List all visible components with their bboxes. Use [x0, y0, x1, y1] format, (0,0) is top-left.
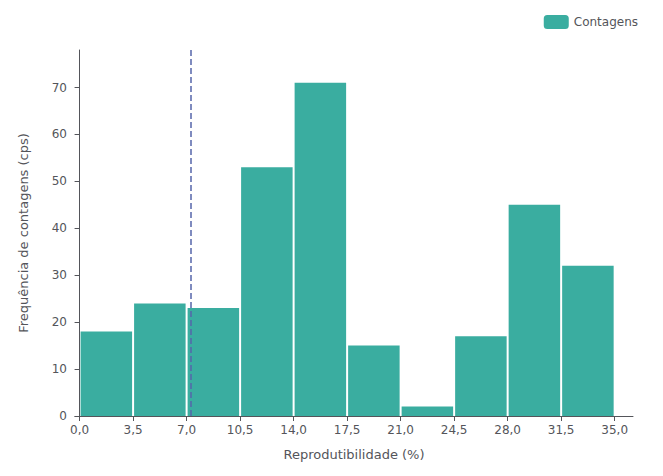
svg-text:Contagens: Contagens [574, 15, 638, 29]
svg-text:10,5: 10,5 [227, 423, 254, 437]
svg-text:70: 70 [52, 81, 67, 95]
svg-text:14,0: 14,0 [280, 423, 307, 437]
svg-text:Reprodutibilidade (%): Reprodutibilidade (%) [283, 447, 424, 462]
svg-text:50: 50 [52, 174, 67, 188]
svg-text:10: 10 [52, 362, 67, 376]
svg-text:24,5: 24,5 [441, 423, 468, 437]
svg-text:7,0: 7,0 [177, 423, 196, 437]
svg-text:35,0: 35,0 [601, 423, 628, 437]
svg-text:28,0: 28,0 [494, 423, 521, 437]
svg-text:31,5: 31,5 [548, 423, 575, 437]
svg-text:3,5: 3,5 [124, 423, 143, 437]
svg-text:0,0: 0,0 [70, 423, 89, 437]
svg-text:40: 40 [52, 221, 67, 235]
svg-text:30: 30 [52, 268, 67, 282]
svg-text:0: 0 [59, 409, 67, 423]
svg-text:60: 60 [52, 127, 67, 141]
svg-text:17,5: 17,5 [334, 423, 361, 437]
svg-text:Frequência de contagens (cps): Frequência de contagens (cps) [16, 133, 31, 333]
svg-text:20: 20 [52, 315, 67, 329]
svg-text:21,0: 21,0 [387, 423, 414, 437]
